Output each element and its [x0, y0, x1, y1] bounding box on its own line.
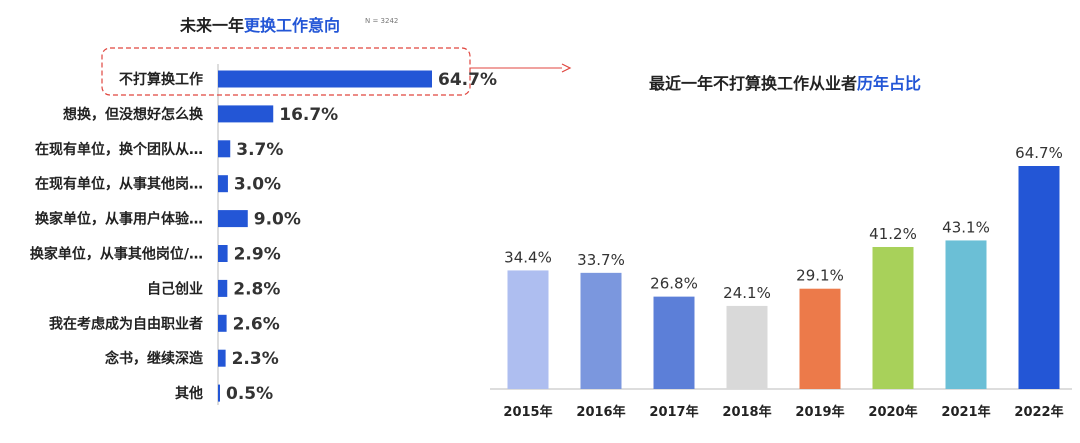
hbar-bar [218, 245, 228, 262]
vbar-value-label: 43.1% [942, 218, 990, 236]
hbar-value-label: 2.6% [233, 314, 280, 334]
highlight-box [101, 47, 471, 96]
hbar-value-label: 2.3% [232, 349, 279, 369]
hbar-category-label: 自己创业 [147, 280, 203, 297]
sample-size-note: N = 3242 [365, 17, 398, 25]
vbar-bar [653, 296, 695, 389]
hbar-bar [218, 175, 228, 193]
hbar-value-label: 16.7% [279, 105, 338, 125]
hbar-category-label: 我在考虑成为自由职业者 [49, 315, 203, 332]
hbar-category-label: 想换，但没想好怎么换 [62, 106, 204, 123]
vbar-bar [580, 272, 622, 389]
hbar-category-label: 换家单位，从事用户体验… [35, 211, 203, 228]
hbar-bar [218, 349, 226, 367]
highlight-arrow-head [561, 63, 572, 73]
vbar-category-label: 2022年 [1014, 404, 1063, 420]
hbar-bar [218, 105, 274, 123]
hbar-bar [218, 314, 227, 332]
hbar-category-label: 念书，继续深造 [104, 350, 203, 367]
hbar-value-label: 3.7% [236, 140, 283, 160]
vbar-bar [799, 288, 841, 389]
hbar-category-label: 在现有单位，从事其他岗… [35, 176, 203, 193]
hbar-category-label: 不打算换工作 [119, 71, 203, 88]
hbar-value-label: 2.8% [233, 279, 280, 299]
vbar-category-label: 2021年 [941, 404, 990, 420]
hbar-bar [218, 210, 248, 228]
hbar-bar [218, 140, 231, 158]
vbar-bar [872, 246, 914, 389]
vbar-value-label: 26.8% [650, 275, 698, 293]
left-chart-title: 未来一年更换工作意向 [179, 16, 340, 35]
hbar-value-label: 3.0% [234, 175, 281, 195]
hbar-category-label: 其他 [175, 385, 203, 402]
vbar-value-label: 29.1% [796, 267, 844, 285]
hbar-bar [218, 279, 228, 297]
hbar-value-label: 9.0% [254, 210, 301, 230]
vbar-category-label: 2018年 [722, 404, 771, 420]
hbar-value-label: 0.5% [226, 384, 273, 404]
vbar-value-label: 33.7% [577, 251, 625, 269]
hbar-value-label: 64.7% [438, 70, 497, 90]
vbar-category-label: 2019年 [795, 404, 844, 420]
vbar-bar [726, 305, 768, 389]
vbar-category-label: 2020年 [868, 404, 917, 420]
hbar-bar [218, 384, 220, 402]
vbar-bar [1018, 166, 1060, 389]
vbar-value-label: 34.4% [504, 248, 552, 266]
hbar-value-label: 2.9% [234, 245, 281, 265]
vbar-category-label: 2016年 [576, 404, 625, 420]
vbar-value-label: 24.1% [723, 284, 771, 302]
vbar-value-label: 41.2% [869, 225, 917, 243]
vbar-value-label: 64.7% [1015, 144, 1063, 162]
vbar-category-label: 2015年 [503, 404, 552, 420]
right-chart-title: 最近一年不打算换工作从业者历年占比 [649, 74, 921, 93]
vbar-bar [945, 240, 987, 389]
vbar-category-label: 2017年 [649, 404, 698, 420]
hbar-category-label: 在现有单位，换个团队从… [35, 141, 203, 158]
hbar-category-label: 换家单位，从事其他岗位/… [30, 246, 203, 263]
hbar-bar [218, 70, 432, 88]
vbar-bar [507, 270, 549, 389]
